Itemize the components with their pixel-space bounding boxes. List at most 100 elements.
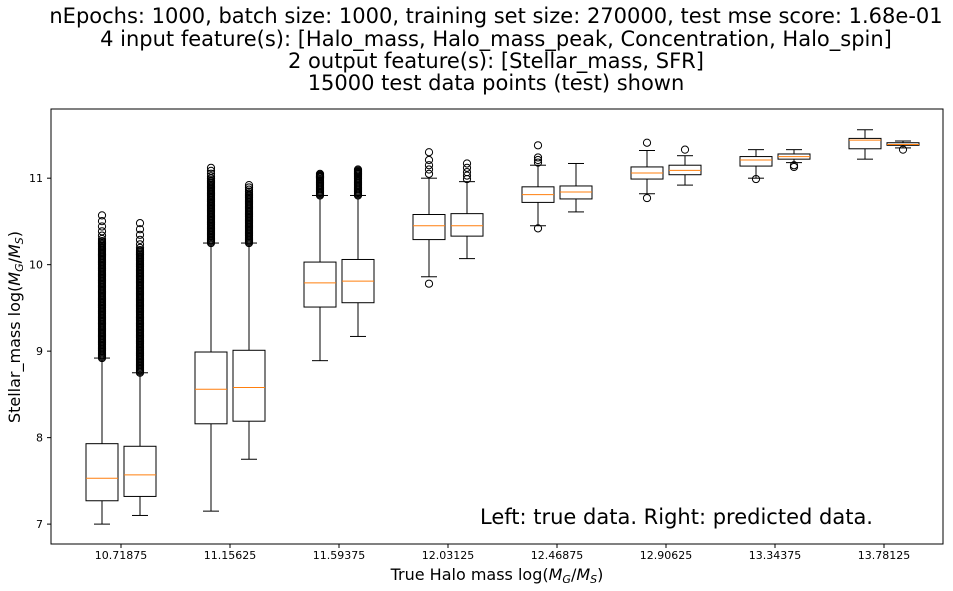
flier-point <box>898 145 908 154</box>
flier-point <box>424 155 434 165</box>
x-tick-label: 12.90625 <box>640 549 693 562</box>
box-predicted <box>886 140 920 154</box>
flier-point <box>135 230 145 239</box>
x-axis-label-sub-s: S <box>590 573 597 586</box>
flier-point <box>135 219 145 228</box>
box-predicted <box>123 219 157 516</box>
y-tick-label: 11 <box>29 172 43 185</box>
flier-point <box>462 163 472 172</box>
box-body <box>194 351 228 425</box>
x-tick-label: 12.03125 <box>422 549 475 562</box>
box-predicted <box>232 181 266 460</box>
box-true <box>85 211 119 525</box>
box-predicted <box>777 149 811 172</box>
x-axis-label-mg: M <box>549 565 563 584</box>
flier-point <box>315 169 325 178</box>
x-axis-label: True Halo mass log(MG/MS) <box>390 565 604 586</box>
x-tick-label: 13.78125 <box>858 549 911 562</box>
box-predicted <box>668 145 702 186</box>
flier-point <box>424 165 434 174</box>
flier-cluster <box>353 165 363 200</box>
box-true <box>848 129 882 160</box>
flier-point <box>462 168 472 177</box>
flier-point <box>97 217 107 226</box>
flier-point <box>135 243 145 252</box>
x-tick-label: 11.15625 <box>204 549 257 562</box>
flier-point <box>97 227 107 236</box>
x-axis-label-sub-g: G <box>562 573 571 586</box>
flier-point <box>97 231 107 240</box>
x-ticks: 10.71875 11.15625 11.59375 12.03125 12.46875… <box>95 544 911 562</box>
box-body <box>848 137 882 150</box>
y-tick-label: 7 <box>36 518 43 531</box>
flier-point <box>424 161 434 170</box>
flier-cluster <box>135 219 145 377</box>
box-body <box>450 213 484 237</box>
box-body <box>85 443 119 502</box>
flier-point <box>135 225 145 234</box>
y-tick-label: 8 <box>36 432 43 445</box>
box-body <box>412 214 446 241</box>
flier-point <box>97 222 107 231</box>
flier-point <box>533 153 543 162</box>
y-tick-label: 10 <box>29 259 43 272</box>
y-axis-label-sub-s: S <box>13 237 26 244</box>
box-true <box>303 169 337 362</box>
flier-point <box>206 172 216 181</box>
box-true <box>630 138 664 203</box>
y-axis-label-sub-g: G <box>13 263 26 272</box>
flier-point <box>244 181 254 190</box>
flier-point <box>244 185 254 194</box>
x-tick-label: 12.46875 <box>531 549 584 562</box>
flier-point <box>642 193 652 203</box>
y-axis-label-mg: M <box>5 272 24 286</box>
flier-point <box>206 163 216 172</box>
title-line-4: 15000 test data points (test) shown <box>308 71 685 95</box>
flier-point <box>424 169 434 178</box>
flier-point <box>533 158 543 167</box>
box-predicted <box>341 165 375 337</box>
x-axis-label-close: ) <box>597 565 603 584</box>
flier-point <box>751 174 761 184</box>
title-line-1: nEpochs: 1000, batch size: 1000, trainin… <box>49 4 942 28</box>
flier-point <box>206 166 216 175</box>
x-axis-label-ms: M <box>576 565 590 584</box>
x-tick-label: 13.34375 <box>749 549 802 562</box>
box-body <box>232 349 266 422</box>
flier-cluster <box>244 181 254 248</box>
flier-point <box>97 236 107 246</box>
flier-point <box>353 165 363 174</box>
chart-title: nEpochs: 1000, batch size: 1000, trainin… <box>49 4 942 95</box>
box-true <box>194 163 228 512</box>
flier-point <box>424 279 434 288</box>
x-tick-label: 10.71875 <box>95 549 148 562</box>
box-true <box>412 148 446 288</box>
box-body <box>303 261 337 308</box>
flier-point <box>206 169 216 178</box>
y-tick-label: 9 <box>36 345 43 358</box>
flier-cluster <box>315 169 325 200</box>
y-axis-label-prefix: Stellar_mass log( <box>5 286 25 423</box>
flier-point <box>533 224 543 233</box>
plot-frame <box>50 108 944 545</box>
y-axis-label-slash: / <box>5 257 24 263</box>
flier-point <box>533 155 543 165</box>
flier-point <box>462 171 472 180</box>
flier-point <box>680 145 690 154</box>
flier-point <box>135 245 145 255</box>
y-axis-label: Stellar_mass log(MG/MS) <box>5 231 26 423</box>
flier-point <box>642 138 652 147</box>
flier-point <box>533 141 543 150</box>
flier-point <box>244 183 254 192</box>
x-axis-label-prefix: True Halo mass log( <box>390 565 549 584</box>
flier-point <box>462 159 472 168</box>
box-true <box>739 149 773 184</box>
box-body <box>123 445 157 497</box>
title-line-3: 2 output feature(s): [Stellar_mass, SFR] <box>288 49 704 74</box>
flier-cluster <box>206 163 216 248</box>
flier-point <box>789 162 799 172</box>
y-axis-label-close: ) <box>5 231 24 237</box>
box-true <box>521 141 555 233</box>
